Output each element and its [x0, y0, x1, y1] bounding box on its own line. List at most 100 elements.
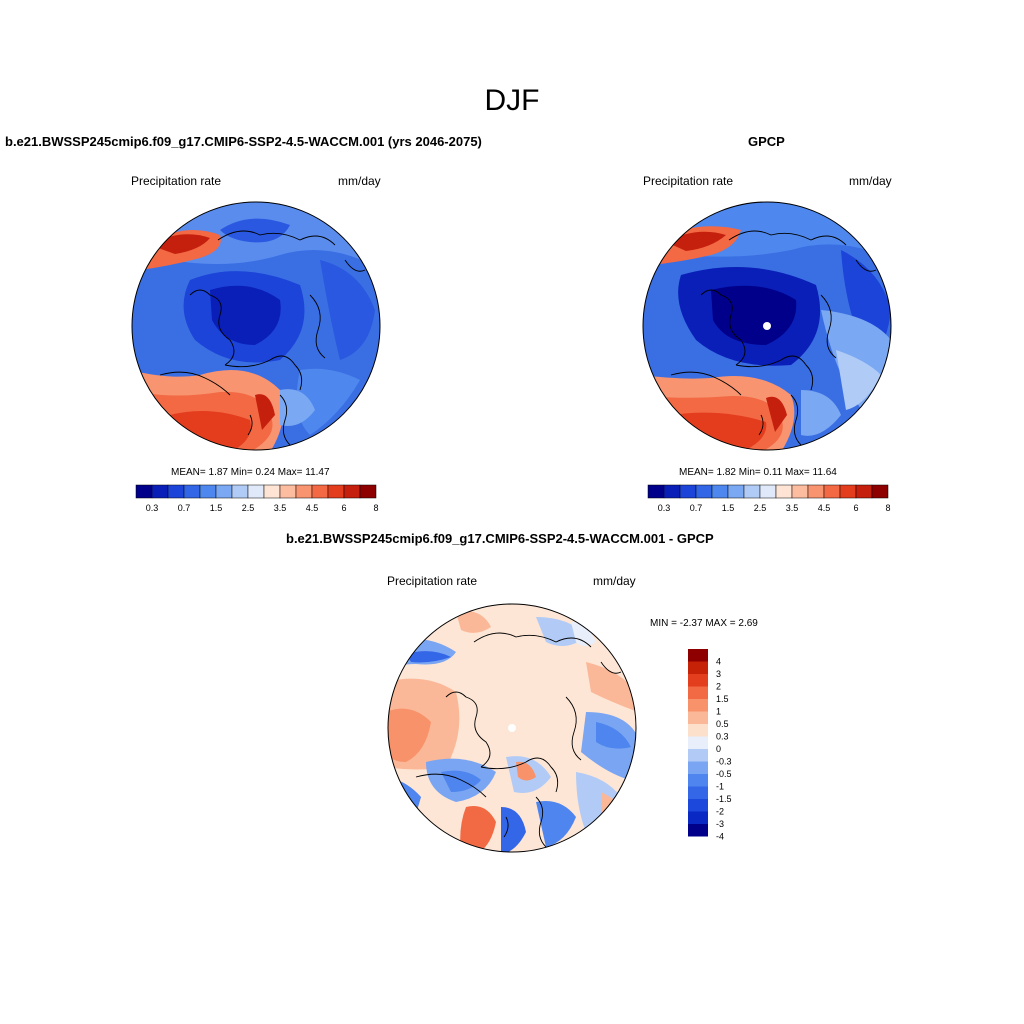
diff-colorbar-box: [688, 686, 708, 699]
diff-variable-label: Precipitation rate: [387, 574, 478, 588]
obs-colorbar-tick-label: 8: [885, 503, 890, 513]
obs-colorbar-box: [855, 484, 873, 499]
diff-polar-map: [387, 603, 637, 853]
model-colorbar-box: [231, 484, 249, 499]
obs-stats: MEAN= 1.82 Min= 0.11 Max= 11.64: [679, 467, 837, 478]
model-colorbar-tick-label: 0.7: [178, 503, 191, 513]
obs-polar-map: [642, 201, 892, 451]
diff-panel-title: b.e21.BWSSP245cmip6.f09_g17.CMIP6-SSP2-4…: [286, 531, 714, 546]
obs-colorbar-tick-label: 3.5: [786, 503, 799, 513]
model-colorbar-box: [247, 484, 265, 499]
obs-mean-label: MEAN=: [679, 467, 714, 478]
model-colorbar-box: [135, 484, 153, 499]
model-units-label: mm/day: [338, 174, 381, 188]
obs-min-label: Min=: [738, 467, 761, 478]
model-mean-label: MEAN=: [171, 467, 206, 478]
diff-units-label: mm/day: [593, 574, 636, 588]
model-colorbar: 0.3 0.7 1.5 2.5 3.5 4.5 6 8: [135, 484, 379, 513]
obs-units-label: mm/day: [849, 174, 892, 188]
model-panel-title: b.e21.BWSSP245cmip6.f09_g17.CMIP6-SSP2-4…: [5, 134, 482, 149]
obs-colorbar-box: [807, 484, 825, 499]
diff-colorbar-box: [688, 811, 708, 824]
model-colorbar-box: [167, 484, 185, 499]
model-colorbar-box: [311, 484, 329, 499]
diff-colorbar-box: [688, 736, 708, 749]
obs-colorbar-box: [663, 484, 681, 499]
obs-min-value: 0.11: [763, 467, 783, 478]
model-colorbar-tick-label: 8: [373, 503, 378, 513]
model-colorbar-box: [295, 484, 313, 499]
obs-colorbar-box: [647, 484, 665, 499]
diff-colorbar-box: [688, 799, 708, 812]
model-variable-label: Precipitation rate: [131, 174, 222, 188]
diff-colorbar-box: [688, 761, 708, 774]
diff-colorbar-box: [688, 774, 708, 787]
model-colorbar-box: [199, 484, 217, 499]
model-colorbar-box: [279, 484, 297, 499]
model-colorbar-box: [343, 484, 361, 499]
diff-colorbar-box: [688, 649, 708, 662]
obs-colorbar-box: [839, 484, 857, 499]
obs-max-label: Max=: [785, 467, 810, 478]
model-colorbar-tick-label: 3.5: [274, 503, 287, 513]
obs-colorbar-box: [743, 484, 761, 499]
model-colorbar-box: [359, 484, 377, 499]
diff-colorbar-box: [688, 749, 708, 762]
diff-colorbar-tick-label: 1: [716, 707, 721, 717]
obs-colorbar-box: [679, 484, 697, 499]
diff-min-label: MIN =: [650, 618, 677, 629]
obs-colorbar: 0.3 0.7 1.5 2.5 3.5 4.5 6 8: [647, 484, 891, 513]
diff-colorbar-tick-label: -0.5: [716, 769, 732, 779]
diff-colorbar-tick-label: 2: [716, 682, 721, 692]
obs-panel-title: GPCP: [748, 134, 785, 149]
model-colorbar-tick-label: 2.5: [242, 503, 255, 513]
model-colorbar-tick-label: 1.5: [210, 503, 223, 513]
obs-colorbar-box: [711, 484, 729, 499]
diff-colorbar: 4 3 2 1.5 1 0.5 0.3 0 -0.3 -0.5 -1 -1.5 -2 -3 -4: [688, 649, 732, 842]
diff-colorbar-tick-label: -1: [716, 782, 724, 792]
obs-colorbar-box: [759, 484, 777, 499]
diff-colorbar-tick-label: 0.5: [716, 719, 729, 729]
obs-mean-value: 1.82: [716, 467, 736, 478]
model-polar-map: [131, 201, 381, 451]
diff-minmax: MIN = -2.37 MAX = 2.69: [650, 618, 758, 629]
diff-min-value: -2.37: [679, 618, 703, 629]
diff-max-label: MAX =: [705, 618, 736, 629]
obs-colorbar-box: [791, 484, 809, 499]
model-colorbar-tick-label: 4.5: [306, 503, 319, 513]
model-colorbar-tick-label: 6: [341, 503, 346, 513]
obs-colorbar-box: [871, 484, 889, 499]
diff-colorbar-tick-label: -2: [716, 807, 724, 817]
diff-colorbar-tick-label: -3: [716, 819, 724, 829]
obs-colorbar-box: [823, 484, 841, 499]
obs-max-value: 11.64: [812, 467, 837, 478]
diff-colorbar-tick-label: -1.5: [716, 794, 732, 804]
diff-colorbar-box: [688, 724, 708, 737]
diff-colorbar-tick-label: -4: [716, 832, 724, 842]
model-colorbar-box: [327, 484, 345, 499]
model-mean-value: 1.87: [208, 467, 228, 478]
diff-colorbar-tick-label: 4: [716, 657, 721, 667]
model-min-value: 0.24: [255, 467, 275, 478]
model-colorbar-box: [215, 484, 233, 499]
obs-colorbar-tick-label: 4.5: [818, 503, 831, 513]
diff-max-value: 2.69: [738, 618, 758, 629]
diff-colorbar-tick-label: -0.3: [716, 757, 732, 767]
model-max-label: Max=: [277, 467, 303, 478]
diff-colorbar-box: [688, 661, 708, 674]
diff-colorbar-box: [688, 786, 708, 799]
diff-colorbar-tick-label: 1.5: [716, 694, 729, 704]
figure-title: DJF: [484, 84, 540, 117]
model-colorbar-tick-label: 0.3: [146, 503, 159, 513]
model-stats: MEAN= 1.87 Min= 0.24 Max= 11.47: [171, 467, 330, 478]
model-colorbar-box: [151, 484, 169, 499]
model-min-label: Min=: [230, 467, 253, 478]
obs-colorbar-tick-label: 0.3: [658, 503, 671, 513]
obs-colorbar-box: [695, 484, 713, 499]
model-max-value: 11.47: [305, 467, 330, 478]
obs-variable-label: Precipitation rate: [643, 174, 734, 188]
obs-colorbar-box: [727, 484, 745, 499]
diff-colorbar-box: [688, 711, 708, 724]
obs-colorbar-tick-label: 2.5: [754, 503, 767, 513]
model-colorbar-box: [263, 484, 281, 499]
